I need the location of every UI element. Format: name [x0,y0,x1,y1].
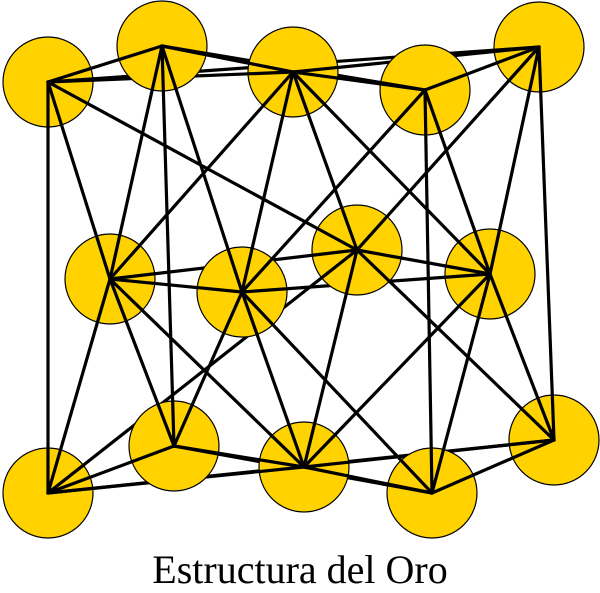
bond-stub-front-face-right-face [443,272,492,279]
bond-stub-top-face-tl-back [246,70,295,76]
bond-stub-back-face-tl-back [315,226,359,252]
bond-stub-right-face-tr-front [423,88,442,135]
bond-stub-bottom-face-front-face [240,290,259,337]
bond-stub-br-front-br-back [511,438,556,460]
bond-stub-bottom-face-bl-front [172,444,221,455]
bond-tr-back-br-back [537,45,556,442]
bond-back-face-bl-back [46,248,359,495]
bond-top-face-right-face [291,70,492,276]
bond-stub-left-face-bl-front [108,277,128,323]
bond-stub-left-face-back-face [108,272,157,281]
bond-stub-front-face-tr-front [393,88,427,125]
bond-stub-left-face-bl-back [46,448,63,495]
bond-stub-bl-back-bl-front [46,475,92,495]
bond-stub-br-front-br-back [430,473,475,495]
bond-stub-tr-back-br-back [537,45,543,94]
bond-stub-bl-back-bl-front [130,444,176,464]
bond-stubs [46,44,556,495]
bond-stub-right-face-br-front [430,447,446,495]
bond-stub-front-face-bl-front [222,290,244,335]
bond-stub-right-face-br-back [488,272,508,318]
bond-stub-right-face-br-front [476,272,492,320]
bond-stub-bottom-face-bl-back [257,465,306,474]
bond-stub-bottom-face-bl-back [46,486,95,495]
bond-stub-top-face-left-face [261,70,295,108]
bond-stub-left-face-front-face [195,285,244,294]
bond-stub-tl-front-bl-front [171,399,176,448]
bond-stub-left-face-tl-front [150,44,164,92]
bond-stub-tr-front-br-front [429,446,434,495]
bond-stub-top-face-tr-front [378,82,427,92]
bond-stub-right-face-tr-back [527,45,541,93]
bond-stub-top-face-right-face [456,240,492,276]
bond-stub-back-face-bl-back [320,248,359,280]
bond-stub-right-face-br-back [536,396,556,442]
bond-stub-top-face-tl-front [247,61,295,74]
bond-stub-right-face-tr-back [488,228,502,276]
bond-stub-back-face-bl-back [46,463,85,495]
bond-stub-top-face-tr-back [492,45,541,54]
diagram-caption: Estructura del Oro [152,547,448,592]
bond-stub-left-face-tl-back [94,234,112,281]
bond-stub-bottom-face-bl-front [257,458,306,469]
bond-stub-tl-back-tl-front [117,44,164,62]
bond-stub-back-face-br-back [355,248,391,283]
bond-stub-bottom-face-back-face [302,421,317,469]
bond-stub-back-face-right-face [444,264,492,276]
bond-stub-tr-front-br-front [423,88,428,137]
bond-stub-back-face-tl-back [46,80,90,106]
bond-tr-front-br-front [423,88,434,495]
bond-stub-bottom-face-right-face [457,272,492,309]
bond-stub-left-face-tl-back [46,80,64,127]
bond-stub-tr-front-tr-back [495,45,541,65]
bond-stub-front-face-br-front [399,458,434,495]
bond-stub-top-face-back-face [291,70,310,116]
bond-stub-top-face-back-face [340,206,359,252]
bond-stub-front-face-bl-front [172,403,194,448]
bond-stub-top-face-right-face [291,70,327,106]
bond-stub-bottom-face-right-face [302,432,337,469]
bond-stub-left-face-back-face [310,248,359,257]
bond-stub-top-face-left-face [108,243,142,281]
bond-stub-front-face-br-front [240,290,275,327]
bond-stub-front-face-tl-front [226,247,244,294]
bond-stub-bottom-face-left-face [270,434,306,469]
bond-stub-bottom-face-br-front [386,482,434,495]
bond-stub-front-face-tl-front [160,44,178,91]
bond-stub-left-face-bl-front [156,402,176,448]
bond-stub-bottom-face-br-back [302,460,351,469]
bond-stub-front-face-tr-front [240,257,274,294]
bond-stub-back-face-br-back [520,407,556,442]
bond-stub-back-face-tr-back [507,45,541,83]
bond-stub-top-face-tr-back [291,65,340,74]
bond-stub-back-face-tr-back [355,214,389,252]
bond-stub-bottom-face-left-face [108,277,144,312]
bond-stub-right-face-tr-front [473,229,492,276]
bond-stub-tr-back-br-back [550,393,556,442]
bond-stub-left-face-tl-front [108,233,122,281]
bond-stub-bottom-face-br-back [507,438,556,447]
bond-stub-top-face-tl-back [46,78,95,84]
bond-stub-top-face-tl-front [160,44,208,57]
bond-stub-front-face-right-face [240,287,289,294]
bond-stub-bottom-face-back-face [344,248,359,296]
bond-stub-tl-front-bl-front [160,44,165,93]
bond-stub-tl-back-tl-front [46,66,93,84]
bond-stub-bottom-face-front-face [287,422,306,469]
bond-stub-top-face-tr-front [291,70,340,80]
bond-stub-tr-front-tr-back [423,72,469,92]
bond-stub-bottom-face-br-front [302,465,350,478]
bond-stub-back-face-right-face [355,248,403,260]
bond-stub-left-face-front-face [108,277,157,286]
bond-tl-front-bl-front [160,44,176,448]
bond-stub-top-face-front-face [281,70,295,118]
bond-stub-left-face-bl-back [95,277,112,324]
bond-stub-top-face-front-face [240,246,254,294]
